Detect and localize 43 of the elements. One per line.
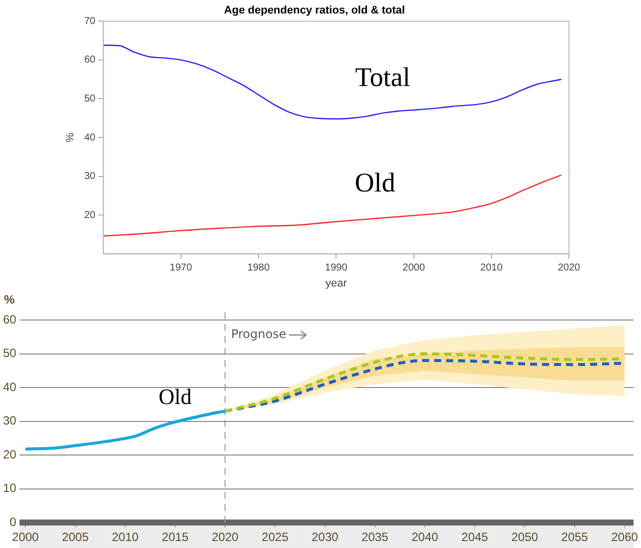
x-tick-label: 2040 (411, 530, 438, 544)
x-tick-label: 1970 (170, 262, 192, 274)
x-tick-label: 2045 (461, 530, 488, 544)
y-tick-label: 10 (2, 481, 17, 496)
x-axis-title: year (325, 277, 348, 290)
line-series (103, 44, 562, 120)
y-tick-label: 40 (2, 380, 17, 394)
x-tick-label: 1980 (247, 262, 270, 274)
x-tick-label: 2000 (402, 262, 426, 274)
x-tick-label: 2005 (62, 530, 89, 544)
series-label: Old (354, 168, 396, 198)
x-tick-label: 2015 (162, 530, 189, 544)
y-tick-label: 30 (2, 414, 17, 428)
x-tick-label: 2030 (312, 530, 339, 544)
x-tick-label: 2035 (362, 530, 389, 544)
y-tick-label: 40 (84, 132, 96, 144)
x-tick-label: 2010 (112, 530, 139, 544)
y-tick-label: 70 (84, 16, 96, 27)
y-tick-label: 60 (2, 312, 17, 326)
x-tick-label: 2060 (611, 530, 638, 544)
x-tick-label: 2010 (480, 262, 503, 274)
x-tick-label: 2000 (12, 530, 40, 544)
chart-title: Age dependency ratios, old & total (224, 4, 405, 17)
y-tick-label: 0 (10, 514, 17, 529)
x-tick-label: 2020 (212, 530, 239, 544)
y-tick-label: 20 (84, 210, 96, 221)
y-tick-label: 50 (2, 346, 17, 360)
x-tick-label: 2050 (511, 530, 538, 544)
series-label: Old (158, 384, 192, 409)
y-axis-title: % (64, 132, 77, 142)
line-series (24, 410, 227, 450)
series-label: Total (355, 62, 410, 92)
x-tick-label: 2025 (262, 530, 289, 544)
line-series (103, 174, 562, 237)
x-tick-label: 2020 (558, 262, 581, 274)
x-tick-label: 2055 (561, 530, 588, 544)
y-tick-label: 30 (84, 171, 96, 182)
x-tick-label: 1990 (325, 262, 348, 274)
y-tick-label: 20 (2, 447, 17, 462)
y-axis-title: % (4, 292, 15, 306)
ref-line-label: Prognose (231, 327, 286, 342)
y-tick-label: 50 (84, 93, 96, 104)
y-tick-label: 60 (84, 54, 96, 66)
